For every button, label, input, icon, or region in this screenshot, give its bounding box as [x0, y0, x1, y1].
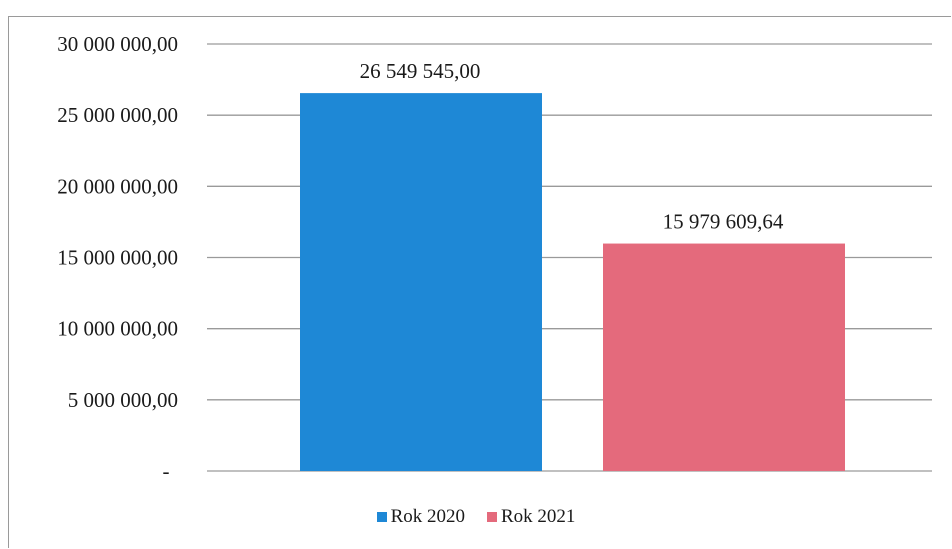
y-tick-label: 25 000 000,00: [57, 103, 178, 127]
data-labels: 26 549 545,00 15 979 609,64: [360, 59, 784, 233]
legend-label-rok-2020: Rok 2020: [390, 506, 465, 527]
y-tick-label: -: [163, 459, 170, 483]
y-tick-label: 15 000 000,00: [57, 246, 178, 270]
y-tick-label: 30 000 000,00: [57, 32, 178, 56]
legend-label-rok-2021: Rok 2021: [501, 506, 576, 527]
chart-frame: [8, 16, 951, 548]
legend: Rok 2020 Rok 2021: [0, 506, 952, 528]
legend-item-rok-2020: Rok 2020: [376, 506, 465, 528]
legend-item-rok-2021: Rok 2021: [487, 506, 575, 528]
data-label: 15 979 609,64: [663, 210, 784, 234]
y-tick-label: 10 000 000,00: [57, 317, 178, 341]
data-label: 26 549 545,00: [360, 59, 481, 83]
bars: [300, 93, 845, 471]
legend-swatch-rok-2021: [487, 512, 497, 522]
legend-swatch-rok-2020: [376, 512, 387, 522]
bar-rok-2020: [300, 93, 542, 471]
y-axis-tick-labels: - 5 000 000,00 10 000 000,00 15 000 000,00 2…: [57, 32, 178, 483]
y-tick-label: 20 000 000,00: [57, 174, 178, 198]
bar-rok-2021: [603, 243, 845, 471]
y-tick-label: 5 000 000,00: [68, 388, 178, 412]
